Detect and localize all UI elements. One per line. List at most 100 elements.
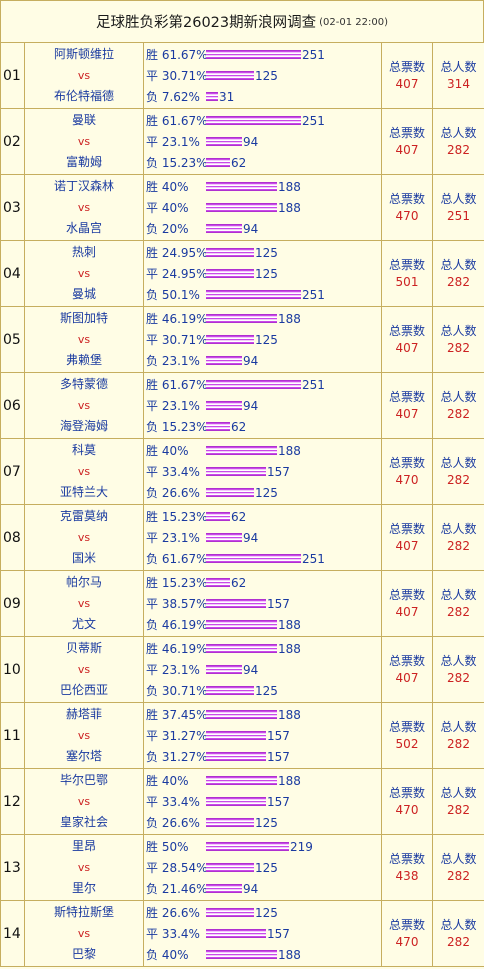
total-votes-label: 总票数 [388, 191, 425, 206]
win-percent: 胜 26.6% [146, 906, 200, 920]
win-line: 胜 26.6% 125 [146, 902, 381, 923]
total-people-value: 282 [447, 670, 470, 685]
home-team-link[interactable]: 热刺 [71, 245, 96, 259]
home-team-link[interactable]: 多特蒙德 [59, 377, 108, 391]
loss-line: 负 21.46% 94 [146, 878, 381, 899]
loss-count: 188 [278, 617, 301, 632]
draw-bar [206, 599, 266, 608]
match-teams: 克雷莫纳 vs 国米 [24, 504, 144, 571]
vs-label: vs [77, 597, 91, 610]
away-team-link[interactable]: 巴伦西亚 [59, 683, 108, 697]
away-team-link[interactable]: 海登海姆 [59, 419, 108, 433]
home-team-link[interactable]: 科莫 [71, 443, 96, 457]
win-count: 188 [278, 311, 301, 326]
away-team-link[interactable]: 弗赖堡 [65, 353, 102, 367]
loss-count: 125 [255, 485, 278, 500]
win-count: 125 [255, 245, 278, 260]
total-people-label: 总人数 [440, 851, 477, 866]
draw-bar [206, 269, 254, 278]
total-people-cell: 总人数 282 [432, 834, 484, 901]
loss-bar [206, 554, 301, 563]
loss-count: 157 [267, 749, 290, 764]
away-team-link[interactable]: 富勒姆 [65, 155, 102, 169]
draw-line: 平 33.4% 157 [146, 791, 381, 812]
draw-bar [206, 203, 277, 212]
match-teams: 赫塔菲 vs 塞尔塔 [24, 702, 144, 769]
home-team-link[interactable]: 赫塔菲 [65, 707, 102, 721]
away-team-link[interactable]: 亚特兰大 [59, 485, 108, 499]
total-people-cell: 总人数 282 [432, 702, 484, 769]
match-number: 03 [0, 174, 25, 241]
match-teams: 贝蒂斯 vs 巴伦西亚 [24, 636, 144, 703]
match-row: 14 斯特拉斯堡 vs 巴黎 胜 26.6% 125 平 33.4% 157 负 40% 188 总… [0, 900, 484, 967]
home-team-link[interactable]: 诺丁汉森林 [53, 179, 114, 193]
draw-line: 平 31.27% 157 [146, 725, 381, 746]
total-people-value: 282 [447, 868, 470, 883]
loss-count: 251 [302, 287, 325, 302]
survey-title: 足球胜负彩第26023期新浪网调查 [96, 15, 317, 31]
away-team-link[interactable]: 国米 [71, 551, 96, 565]
home-team-link[interactable]: 里昂 [71, 839, 96, 853]
draw-bar [206, 665, 242, 674]
away-team-link[interactable]: 尤文 [71, 617, 96, 631]
vote-bars: 胜 61.67% 251 平 30.71% 125 负 7.62% 31 [143, 42, 382, 109]
total-people-cell: 总人数 282 [432, 240, 484, 307]
away-team-link[interactable]: 塞尔塔 [65, 749, 102, 763]
total-people-label: 总人数 [440, 917, 477, 932]
match-teams: 曼联 vs 富勒姆 [24, 108, 144, 175]
total-votes-cell: 总票数 470 [381, 768, 433, 835]
loss-percent: 负 15.23% [146, 420, 208, 434]
draw-percent: 平 30.71% [146, 69, 208, 83]
home-team-link[interactable]: 帕尔马 [65, 575, 102, 589]
vs-label: vs [77, 333, 91, 346]
draw-count: 125 [255, 860, 278, 875]
win-percent: 胜 40% [146, 774, 189, 788]
home-team-link[interactable]: 贝蒂斯 [65, 641, 102, 655]
away-team-link[interactable]: 里尔 [71, 881, 96, 895]
loss-count: 62 [231, 419, 247, 434]
home-team-link[interactable]: 曼联 [71, 113, 96, 127]
draw-percent: 平 33.4% [146, 927, 200, 941]
loss-bar [206, 884, 242, 893]
win-percent: 胜 40% [146, 180, 189, 194]
match-teams: 毕尔巴鄂 vs 皇家社会 [24, 768, 144, 835]
match-row: 04 热刺 vs 曼城 胜 24.95% 125 平 24.95% 125 负 50.1% 251… [0, 240, 484, 307]
draw-count: 94 [243, 662, 259, 677]
home-team-link[interactable]: 斯特拉斯堡 [53, 905, 114, 919]
draw-line: 平 33.4% 157 [146, 461, 381, 482]
vote-bars: 胜 15.23% 62 平 23.1% 94 负 61.67% 251 [143, 504, 382, 571]
total-votes-cell: 总票数 470 [381, 900, 433, 967]
away-team-link[interactable]: 皇家社会 [59, 815, 108, 829]
total-votes-value: 502 [395, 736, 419, 751]
draw-count: 157 [267, 926, 290, 941]
total-votes-value: 407 [395, 142, 419, 157]
away-team-link[interactable]: 巴黎 [71, 947, 96, 961]
match-teams: 帕尔马 vs 尤文 [24, 570, 144, 637]
match-teams: 斯特拉斯堡 vs 巴黎 [24, 900, 144, 967]
home-team-link[interactable]: 毕尔巴鄂 [59, 773, 108, 787]
win-bar [206, 908, 254, 917]
total-people-value: 282 [447, 934, 470, 949]
away-team-link[interactable]: 曼城 [71, 287, 96, 301]
win-bar [206, 50, 301, 59]
loss-count: 125 [255, 683, 278, 698]
win-line: 胜 40% 188 [146, 176, 381, 197]
total-votes-value: 407 [395, 670, 419, 685]
match-number: 07 [0, 438, 25, 505]
home-team-link[interactable]: 阿斯顿维拉 [53, 47, 114, 61]
total-votes-label: 总票数 [388, 323, 425, 338]
draw-line: 平 30.71% 125 [146, 329, 381, 350]
total-votes-cell: 总票数 407 [381, 504, 433, 571]
survey-header: 足球胜负彩第26023期新浪网调查 (02-01 22:00) [0, 0, 484, 42]
win-line: 胜 46.19% 188 [146, 308, 381, 329]
loss-percent: 负 7.62% [146, 90, 200, 104]
loss-bar [206, 224, 242, 233]
match-row: 05 斯图加特 vs 弗赖堡 胜 46.19% 188 平 30.71% 125 负 23.1%… [0, 306, 484, 373]
home-team-link[interactable]: 斯图加特 [59, 311, 108, 325]
win-line: 胜 15.23% 62 [146, 572, 381, 593]
vs-label: vs [77, 267, 91, 280]
match-number: 02 [0, 108, 25, 175]
home-team-link[interactable]: 克雷莫纳 [59, 509, 108, 523]
away-team-link[interactable]: 水晶宫 [65, 221, 102, 235]
away-team-link[interactable]: 布伦特福德 [53, 89, 114, 103]
